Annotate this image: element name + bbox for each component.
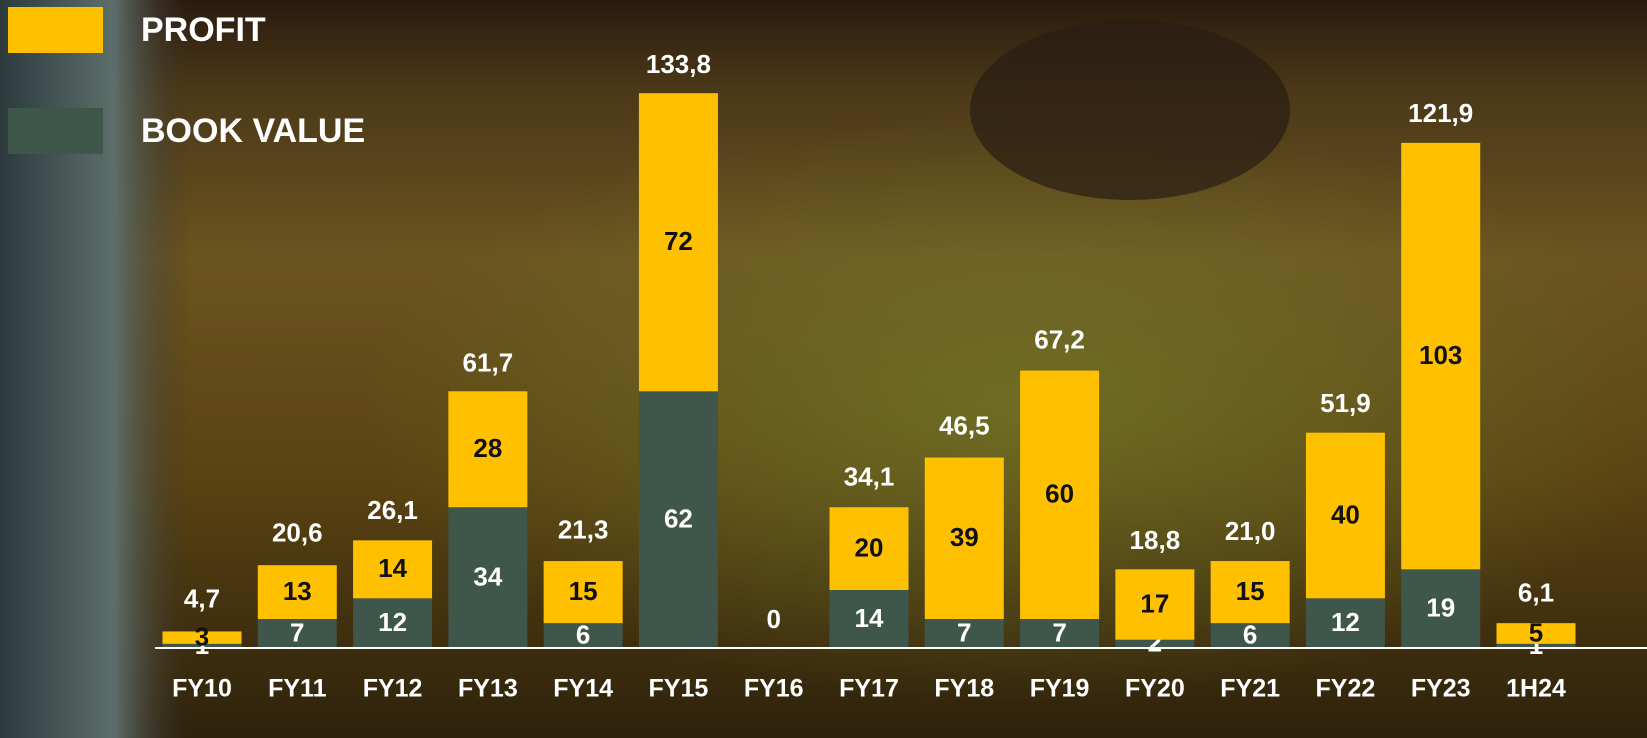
x-tick-label: FY12 bbox=[363, 675, 423, 703]
bar-segment bbox=[924, 619, 1004, 648]
bar-value-label: 14 bbox=[855, 603, 884, 633]
bar-value-label: 0 bbox=[766, 604, 780, 634]
bar-value-label: 12 bbox=[378, 607, 407, 637]
bar-segment bbox=[1210, 623, 1290, 648]
legend-label: PROFIT bbox=[141, 11, 266, 49]
bar-segment bbox=[1115, 569, 1195, 640]
plot-area: FY10134,7FY1171320,6FY12121426,1FY133428… bbox=[155, 49, 1647, 703]
total-label: 4,7 bbox=[184, 583, 220, 613]
total-label: 51,9 bbox=[1320, 388, 1371, 418]
bar-value-label: 72 bbox=[664, 226, 693, 256]
bar-segment bbox=[162, 643, 242, 648]
bar-segment bbox=[1020, 370, 1100, 620]
bar-segment bbox=[1210, 561, 1290, 624]
x-tick-label: FY15 bbox=[649, 675, 709, 703]
bar-segment bbox=[448, 507, 528, 648]
total-label: 46,5 bbox=[939, 410, 990, 440]
bar-value-label: 3 bbox=[195, 622, 209, 652]
bar-segment bbox=[638, 93, 718, 392]
bar-value-label: 60 bbox=[1045, 479, 1074, 509]
total-label: 21,3 bbox=[558, 515, 609, 545]
bar-segment bbox=[1305, 432, 1385, 599]
background-hands bbox=[970, 20, 1290, 200]
bar-segment bbox=[1401, 569, 1481, 648]
bar-value-label: 17 bbox=[1140, 588, 1169, 618]
bar-value-label: 14 bbox=[378, 553, 407, 583]
bar-value-label: 62 bbox=[664, 504, 693, 534]
x-tick-label: FY11 bbox=[268, 675, 326, 703]
bar-value-label: 6 bbox=[1243, 619, 1257, 649]
legend: PROFIT BOOK VALUE bbox=[8, 7, 365, 154]
x-tick-label: FY23 bbox=[1411, 675, 1471, 703]
bar-value-label: 15 bbox=[1236, 576, 1265, 606]
bar-value-label: 19 bbox=[1426, 593, 1455, 623]
legend-label: BOOK VALUE bbox=[141, 112, 365, 150]
bar-segment bbox=[543, 561, 623, 624]
bar-segment bbox=[638, 391, 718, 648]
x-tick-label: FY18 bbox=[934, 675, 994, 703]
total-label: 34,1 bbox=[844, 462, 895, 492]
bar-segment bbox=[257, 619, 337, 648]
bar-segment bbox=[1020, 619, 1100, 648]
bar-segment bbox=[353, 598, 433, 648]
bar-value-label: 20 bbox=[855, 533, 884, 563]
bar-segment bbox=[829, 590, 909, 648]
x-tick-label: FY19 bbox=[1030, 675, 1090, 703]
bar-value-label: 28 bbox=[473, 433, 502, 463]
total-label: 26,1 bbox=[367, 495, 418, 525]
x-tick-label: 1H24 bbox=[1506, 675, 1566, 703]
bar-value-label: 7 bbox=[290, 617, 304, 647]
bar-segment bbox=[257, 565, 337, 620]
bar-value-label: 15 bbox=[569, 576, 598, 606]
total-label: 6,1 bbox=[1518, 578, 1554, 608]
bar-value-label: 5 bbox=[1529, 617, 1543, 647]
x-tick-label: FY20 bbox=[1125, 675, 1185, 703]
x-tick-label: FY16 bbox=[744, 675, 804, 703]
bar-segment bbox=[829, 507, 909, 591]
legend-swatch bbox=[8, 7, 103, 53]
x-tick-label: FY22 bbox=[1316, 675, 1376, 703]
bar-segment bbox=[1401, 142, 1481, 570]
total-label: 61,7 bbox=[463, 347, 514, 377]
total-label: 20,6 bbox=[272, 518, 323, 548]
bar-segment bbox=[1496, 643, 1576, 648]
bar-segment bbox=[162, 631, 242, 644]
bar-segment bbox=[353, 540, 433, 599]
bar-value-label: 40 bbox=[1331, 499, 1360, 529]
total-label: 121,9 bbox=[1408, 98, 1473, 128]
legend-swatch bbox=[8, 108, 103, 154]
total-label: 133,8 bbox=[646, 49, 711, 79]
bar-segment bbox=[1115, 639, 1195, 648]
bar-segment bbox=[924, 457, 1004, 620]
bar-segment bbox=[543, 623, 623, 648]
bar-value-label: 103 bbox=[1419, 340, 1462, 370]
total-label: 18,8 bbox=[1130, 525, 1181, 555]
bar-value-label: 13 bbox=[283, 576, 312, 606]
bar-value-label: 34 bbox=[473, 561, 502, 591]
bar-value-label: 7 bbox=[1052, 617, 1066, 647]
x-tick-label: FY10 bbox=[172, 675, 232, 703]
bar-value-label: 39 bbox=[950, 522, 979, 552]
bar-value-label: 6 bbox=[576, 619, 590, 649]
x-tick-label: FY13 bbox=[458, 675, 518, 703]
bar-value-label: 12 bbox=[1331, 607, 1360, 637]
bar-segment bbox=[1305, 598, 1385, 648]
bar-value-label: 7 bbox=[957, 617, 971, 647]
x-tick-label: FY21 bbox=[1220, 675, 1280, 703]
bar-segment bbox=[448, 391, 528, 508]
total-label: 67,2 bbox=[1034, 325, 1085, 355]
x-tick-label: FY14 bbox=[553, 675, 613, 703]
x-tick-label: FY17 bbox=[839, 675, 899, 703]
bar-segment bbox=[1496, 623, 1576, 644]
total-label: 21,0 bbox=[1225, 516, 1276, 546]
